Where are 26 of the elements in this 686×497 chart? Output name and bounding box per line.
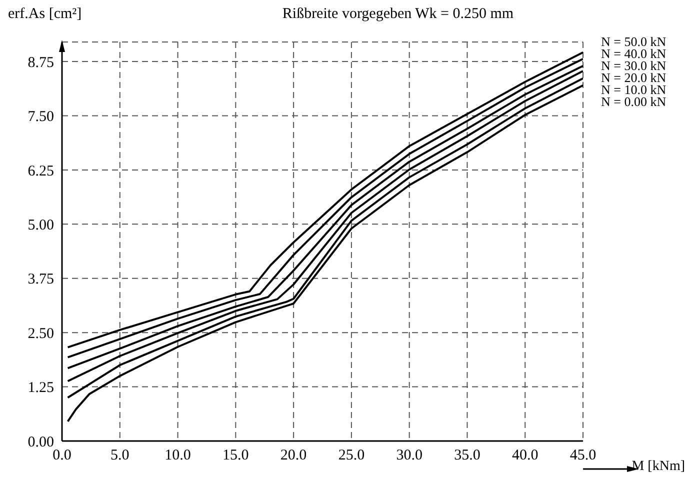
y-tick-label: 3.75 xyxy=(28,272,54,288)
x-tick-label: 10.0 xyxy=(164,448,191,464)
y-axis-title: erf.As [cm²] xyxy=(8,6,82,23)
y-tick-label: 5.00 xyxy=(28,217,54,234)
series-label: N = 0.00 kN xyxy=(601,94,666,109)
x-tick-label: 30.0 xyxy=(396,448,422,464)
y-tick-label: 1.25 xyxy=(28,380,54,396)
x-tick-label: 40.0 xyxy=(512,448,538,464)
y-tick-label: 0.00 xyxy=(28,434,54,450)
y-tick-label: 8.75 xyxy=(28,54,54,71)
series-label: N = 10.0 kN xyxy=(601,82,666,97)
series-label: N = 30.0 kN xyxy=(601,58,666,73)
x-tick-label: 0.0 xyxy=(52,448,72,464)
series-label: N = 20.0 kN xyxy=(601,70,666,85)
series-label: N = 40.0 kN xyxy=(601,46,666,61)
x-tick-label: 5.0 xyxy=(110,448,130,464)
series-label: N = 50.0 kN xyxy=(601,34,666,49)
x-tick-label: 35.0 xyxy=(454,448,480,464)
x-tick-label: 20.0 xyxy=(280,448,307,464)
y-tick-label: 2.50 xyxy=(28,326,54,342)
y-tick-label: 6.25 xyxy=(28,163,54,180)
x-tick-label: 25.0 xyxy=(338,448,365,464)
y-tick-label: 7.50 xyxy=(28,109,54,126)
chart-title: Rißbreite vorgegeben Wk = 0.250 mm xyxy=(282,6,514,22)
x-tick-label: 45.0 xyxy=(570,448,596,464)
x-tick-label: 15.0 xyxy=(222,448,249,464)
